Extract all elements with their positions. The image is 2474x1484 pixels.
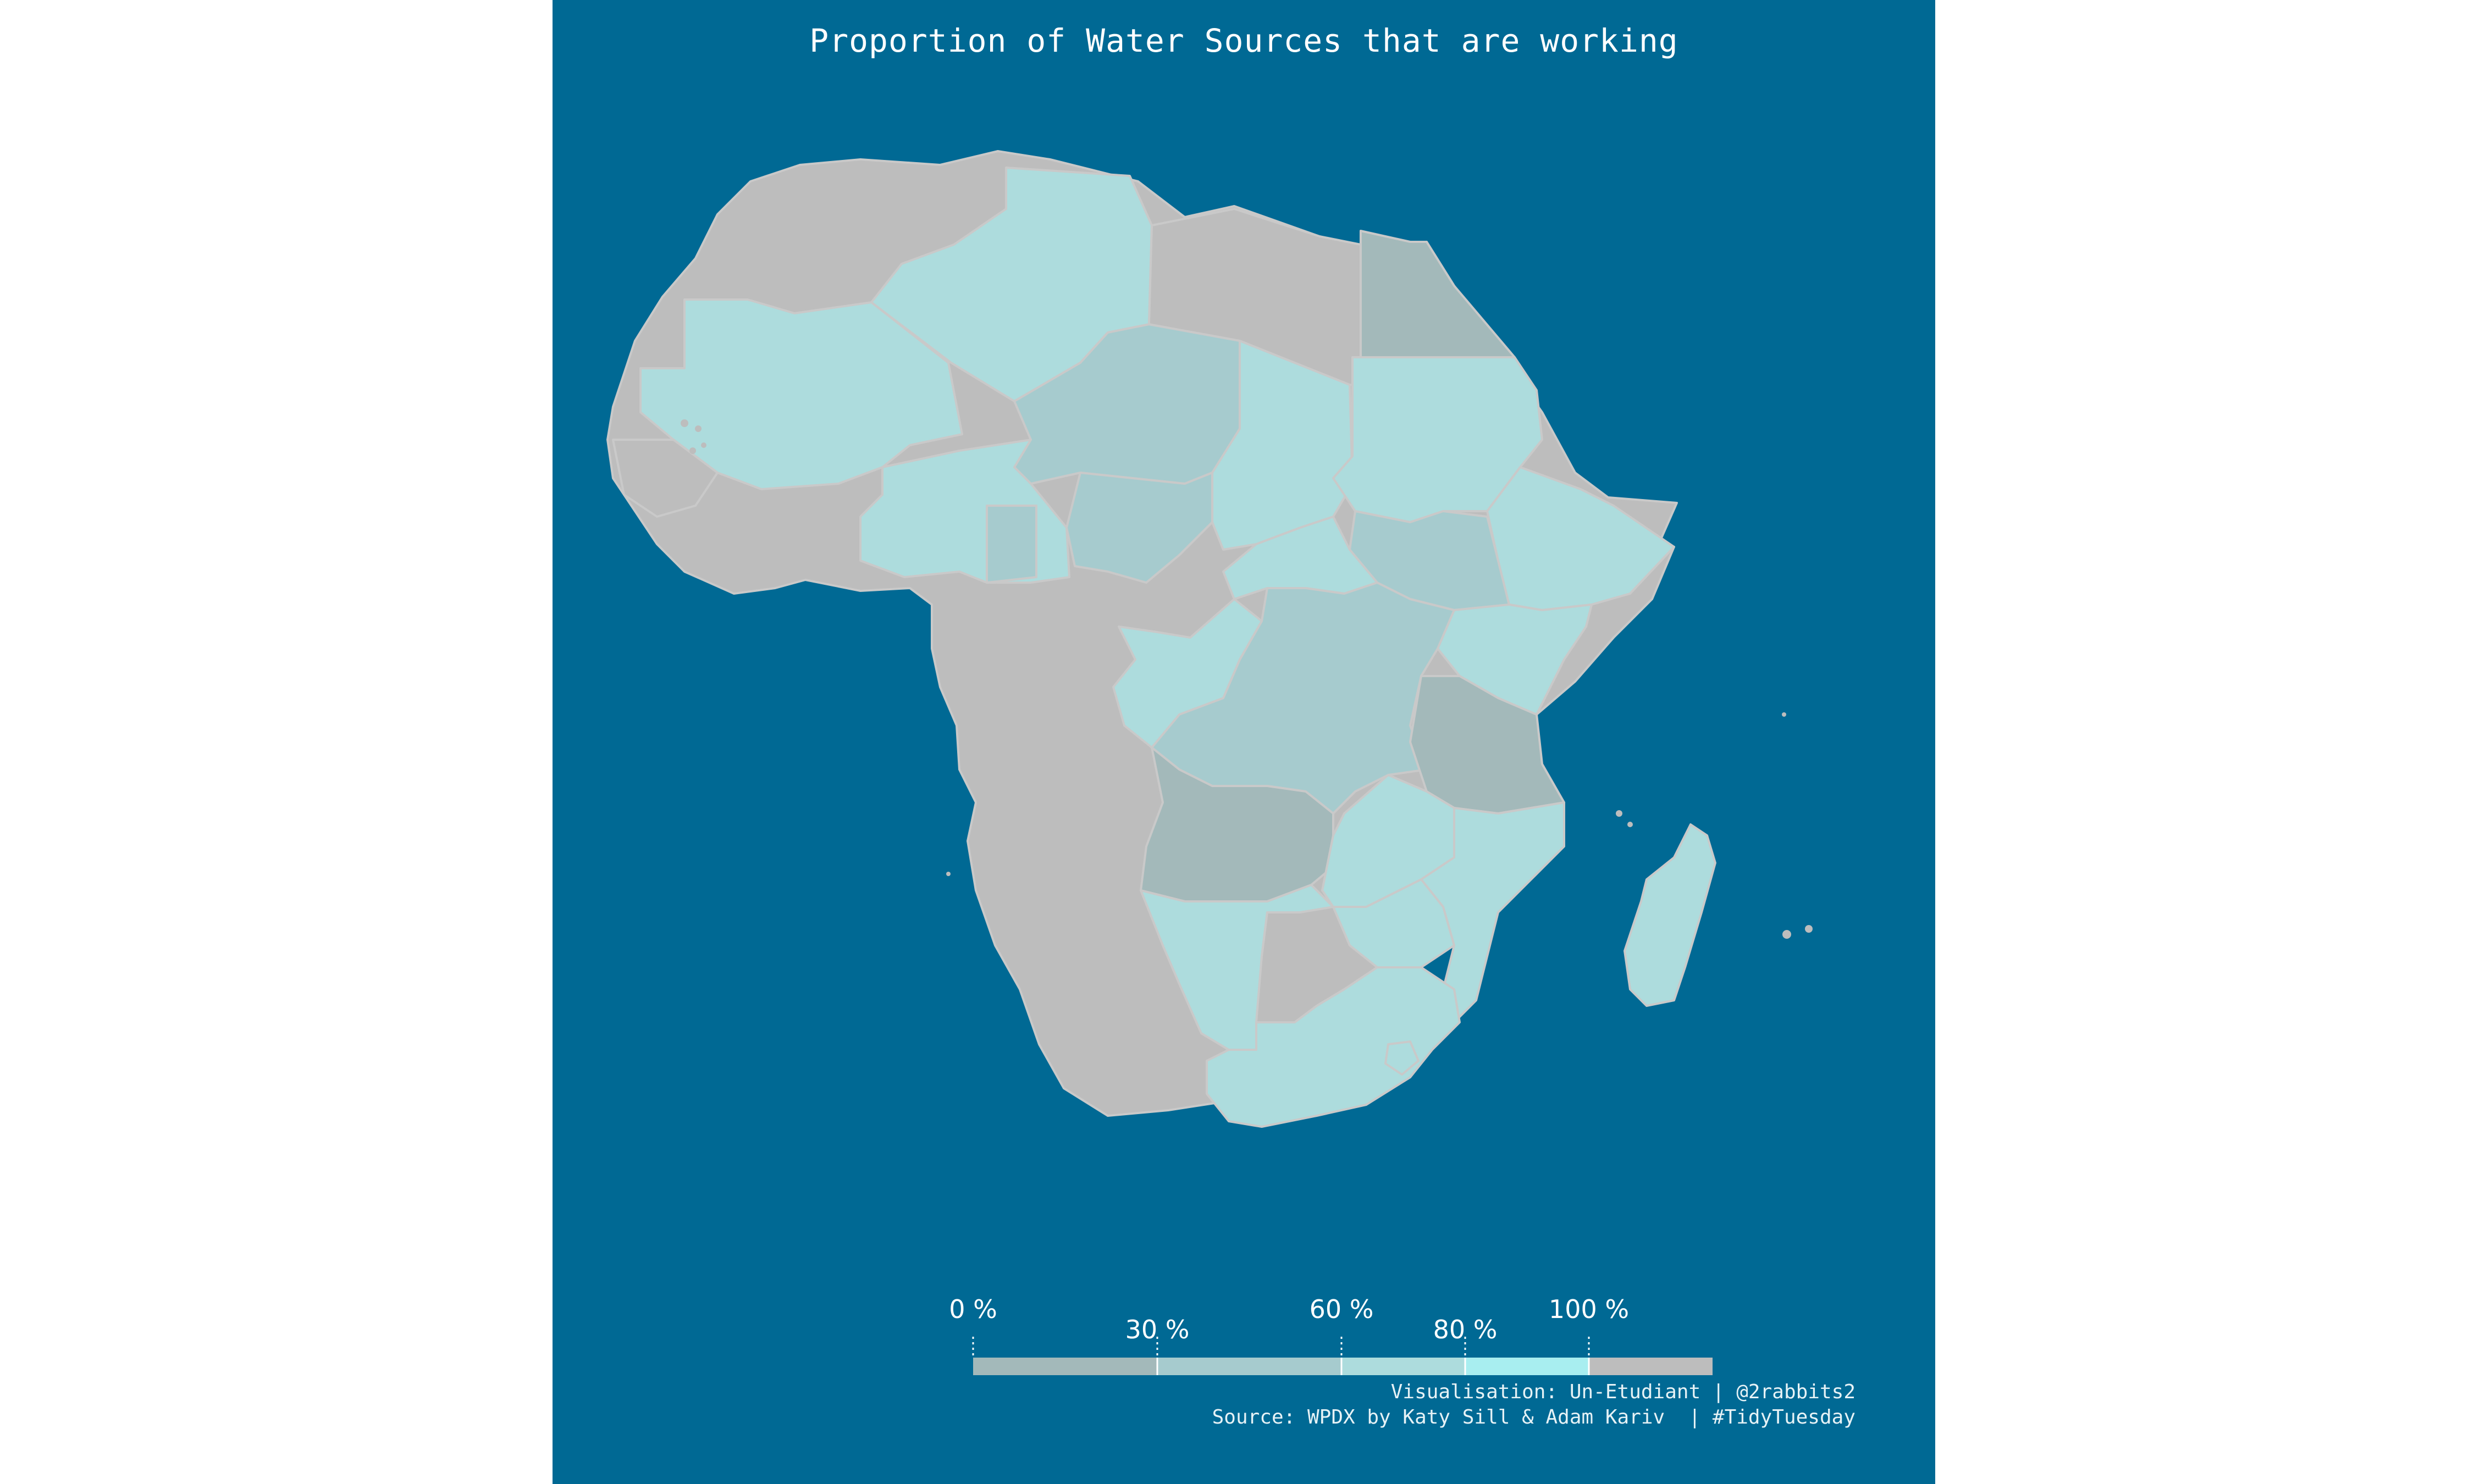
legend-bin-0 xyxy=(973,1358,1157,1375)
country-madagascar xyxy=(1623,823,1716,1007)
country-nigeria xyxy=(1065,472,1213,584)
caption-credit: Visualisation: Un-Etudiant | @2rabbits2 xyxy=(1390,1381,1856,1403)
legend-ticks xyxy=(972,1337,1590,1358)
legend-bin-1 xyxy=(1157,1358,1341,1375)
legend-bin-4 xyxy=(1589,1358,1713,1375)
country-south-africa xyxy=(1206,966,1461,1128)
cape-verde-island xyxy=(701,442,706,448)
comoros-island xyxy=(1616,810,1622,817)
comoros-island xyxy=(1627,822,1633,827)
legend-tick-label: 80 % xyxy=(1433,1315,1498,1344)
sao-tome-island xyxy=(1108,638,1113,643)
cape-verde-island xyxy=(689,447,696,454)
africa-map xyxy=(606,150,1813,1375)
country-congo xyxy=(1112,598,1263,749)
cape-verde-island xyxy=(695,425,702,432)
cape-verde-island xyxy=(681,419,688,427)
country-sudan xyxy=(1332,356,1543,523)
seychelles-island xyxy=(1782,712,1786,717)
mauritius-island xyxy=(1805,925,1813,933)
legend-tick-label: 0 % xyxy=(949,1294,997,1324)
legend-bar xyxy=(973,1358,1713,1375)
map-title: Proportion of Water Sources that are wor… xyxy=(809,22,1678,59)
legend-tick-label: 60 % xyxy=(1309,1294,1374,1324)
sao-tome-island xyxy=(1115,645,1122,652)
map-panel: Proportion of Water Sources that are wor… xyxy=(553,0,1935,1484)
country-senegal xyxy=(612,439,719,518)
country-lesotho xyxy=(1384,1040,1420,1076)
legend-bin-2 xyxy=(1341,1358,1465,1375)
country-kenya xyxy=(1437,603,1593,716)
legend-tick-label: 30 % xyxy=(1125,1315,1190,1344)
st-helena-island xyxy=(946,872,951,876)
country-ghana-south xyxy=(986,505,1037,584)
caption-source: Source: WPDX by Katy Sill & Adam Kariv |… xyxy=(1212,1406,1856,1428)
legend-tick-label: 100 % xyxy=(1548,1294,1630,1324)
legend-bin-3 xyxy=(1465,1358,1589,1375)
mauritius-island xyxy=(1782,930,1791,939)
country-egypt xyxy=(1360,230,1516,358)
